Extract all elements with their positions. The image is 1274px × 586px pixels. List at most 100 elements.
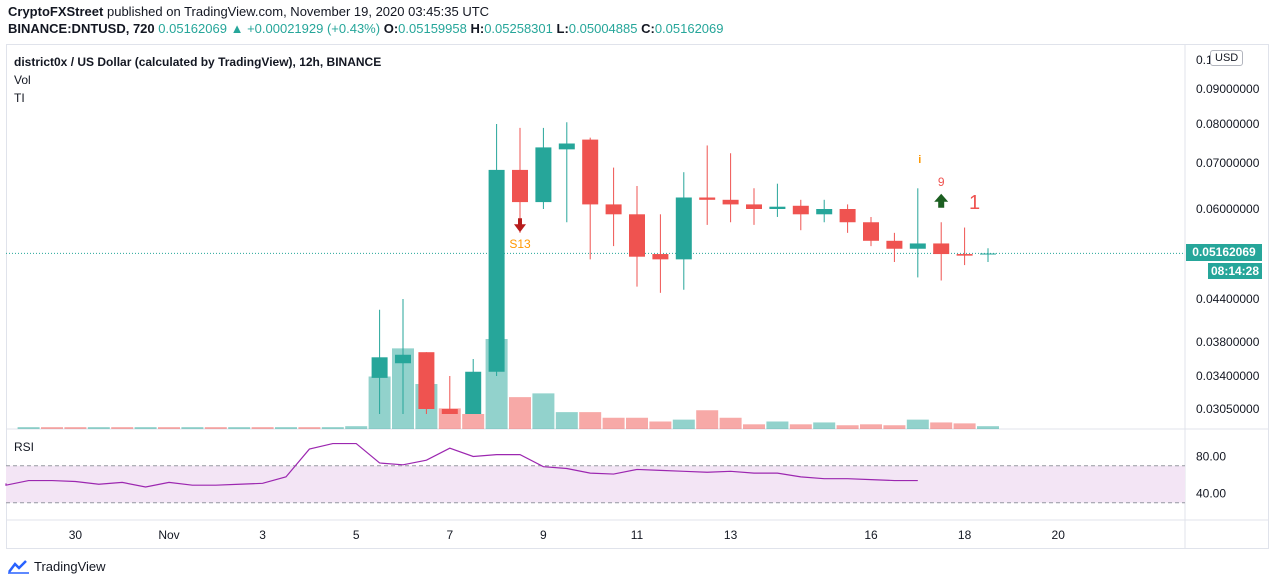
up-triangle-icon: ▲ bbox=[230, 21, 244, 36]
td-count-label: 9 bbox=[938, 175, 945, 189]
close-label: C: bbox=[641, 21, 655, 36]
rsi-label: RSI bbox=[14, 440, 35, 454]
price-tick-label: 0.08000000 bbox=[1196, 117, 1260, 131]
volume-bar bbox=[813, 422, 836, 429]
candle-body bbox=[863, 222, 879, 241]
volume-bar bbox=[87, 427, 110, 429]
time-tick-label: 16 bbox=[864, 528, 878, 542]
info-icon: i bbox=[918, 154, 921, 166]
symbol-line: BINANCE:DNTUSD, 720 bbox=[8, 21, 155, 36]
volume-bar bbox=[134, 427, 157, 429]
brand-name: TradingView bbox=[34, 559, 106, 574]
volume-bar bbox=[743, 424, 765, 429]
candle-body bbox=[956, 254, 973, 256]
candle-body bbox=[886, 240, 903, 249]
price-tick-label: 0.07000000 bbox=[1196, 156, 1260, 170]
time-tick-label: 20 bbox=[1052, 528, 1066, 542]
volume-bar bbox=[719, 417, 742, 429]
candle-body bbox=[371, 357, 388, 378]
volume-bar bbox=[953, 423, 976, 429]
price-tick-label: 0.04400000 bbox=[1196, 292, 1260, 306]
volume-bar bbox=[111, 427, 134, 429]
price-tick-label: 0.03400000 bbox=[1196, 369, 1260, 383]
time-tick-label: 30 bbox=[69, 528, 83, 542]
volume-bar bbox=[696, 410, 719, 429]
volume-bar bbox=[321, 427, 344, 429]
volume-bar bbox=[462, 414, 485, 429]
low-label: L: bbox=[556, 21, 569, 36]
time-tick-label: 9 bbox=[540, 528, 547, 542]
time-tick-label: 3 bbox=[259, 528, 266, 542]
currency-badge[interactable]: USD bbox=[1210, 50, 1244, 66]
candle-body bbox=[652, 254, 669, 260]
time-tick-label: Nov bbox=[158, 528, 179, 542]
candle-body bbox=[629, 214, 645, 257]
price-tick-label: 0.06000000 bbox=[1196, 202, 1260, 216]
candle-body bbox=[722, 199, 739, 205]
price-tick-label: 0.03050000 bbox=[1196, 402, 1260, 416]
time-tick-label: 11 bbox=[631, 528, 644, 542]
change-value: +0.00021929 (+0.43%) bbox=[247, 21, 381, 36]
volume-bar bbox=[649, 421, 672, 429]
candle-body bbox=[980, 253, 996, 255]
volume-bar bbox=[158, 427, 180, 429]
volume-bar bbox=[883, 425, 906, 429]
publisher-name: CryptoFXStreet bbox=[8, 4, 104, 19]
tradingview-brand[interactable]: TradingView bbox=[8, 559, 106, 574]
candle-body bbox=[792, 205, 809, 215]
candle-body bbox=[746, 204, 762, 209]
volume-bar bbox=[298, 427, 321, 429]
tradingview-logo-icon bbox=[8, 559, 29, 574]
volume-bar bbox=[766, 421, 789, 429]
candle-body bbox=[816, 209, 833, 215]
volume-bar bbox=[41, 427, 63, 429]
rsi-line bbox=[5, 442, 918, 488]
candle-body bbox=[418, 352, 435, 409]
chart-legend: district0x / US Dollar (calculated by Tr… bbox=[14, 53, 381, 107]
volume-bar bbox=[860, 424, 882, 429]
volume-bar bbox=[345, 426, 368, 429]
volume-bar bbox=[789, 424, 812, 429]
time-tick-label: 18 bbox=[958, 528, 972, 542]
price-tick-label: 0.09000000 bbox=[1196, 82, 1260, 96]
buy-arrow-icon bbox=[934, 193, 949, 208]
sell-arrow-icon bbox=[514, 218, 526, 233]
volume-bar bbox=[509, 397, 531, 429]
volume-bar bbox=[579, 412, 602, 429]
open-label: O: bbox=[383, 21, 399, 36]
volume-bar bbox=[930, 422, 953, 429]
last-value: 0.05162069 bbox=[158, 21, 227, 36]
rsi-tick-label: 40.00 bbox=[1196, 487, 1226, 501]
candle-body bbox=[395, 354, 411, 364]
volume-bar bbox=[836, 425, 859, 429]
volume-bar bbox=[181, 427, 204, 429]
chart-frame bbox=[6, 44, 1269, 549]
volume-bar bbox=[555, 412, 578, 429]
volume-bar bbox=[672, 419, 695, 429]
last-price-tag: 0.05162069 bbox=[1186, 244, 1262, 261]
close-value: 0.05162069 bbox=[654, 21, 724, 36]
candle-body bbox=[488, 169, 505, 372]
countdown-tag: 08:14:28 bbox=[1208, 263, 1262, 279]
volume-bar bbox=[626, 417, 648, 429]
rsi-tick-label: 80.00 bbox=[1196, 450, 1226, 464]
volume-bar bbox=[532, 393, 555, 429]
volume-bar bbox=[602, 417, 625, 429]
volume-bar bbox=[64, 427, 87, 429]
volume-bar bbox=[906, 419, 929, 429]
td-sell-label: S13 bbox=[509, 237, 531, 251]
open-value: 0.05159958 bbox=[398, 21, 467, 36]
high-label: H: bbox=[470, 21, 485, 36]
candle-body bbox=[605, 204, 622, 215]
time-tick-label: 7 bbox=[446, 528, 453, 542]
candle-body bbox=[441, 409, 458, 414]
publish-text: published on TradingView.com, November 1… bbox=[106, 4, 490, 19]
candle-body bbox=[582, 139, 599, 205]
ohlc-line: BINANCE:DNTUSD, 720 0.05162069 ▲ +0.0002… bbox=[8, 21, 724, 36]
candle-body bbox=[558, 143, 575, 150]
volume-bar bbox=[228, 427, 251, 429]
publish-info: CryptoFXStreet published on TradingView.… bbox=[8, 4, 489, 19]
price-tick-label: 0.03800000 bbox=[1196, 335, 1260, 349]
candle-body bbox=[675, 197, 692, 260]
